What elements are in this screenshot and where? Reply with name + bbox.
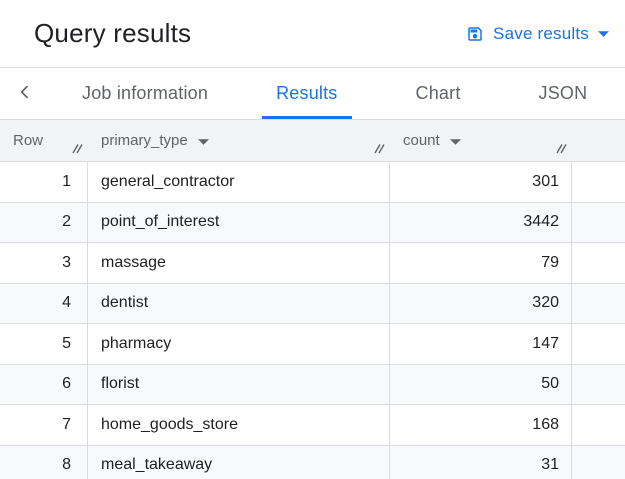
column-label: Row: [13, 132, 44, 149]
row-number-cell: 2: [0, 202, 88, 242]
chevron-left-icon: [15, 82, 35, 105]
column-label: primary_type: [101, 132, 188, 149]
count-cell: 168: [390, 405, 572, 445]
panel-header: Query results Save results: [0, 0, 625, 68]
count-cell: 147: [390, 324, 572, 364]
tab-label: Chart: [415, 83, 461, 103]
count-cell: 50: [390, 364, 572, 404]
primary-type-cell: dentist: [88, 283, 390, 323]
save-results-button[interactable]: Save results: [464, 20, 611, 48]
count-cell: 301: [390, 162, 572, 202]
tab-bar: Job information Results Chart JSON: [0, 68, 625, 120]
count-cell: 320: [390, 283, 572, 323]
row-number-cell: 3: [0, 243, 88, 283]
filler-cell: [572, 405, 625, 445]
column-resize-handle-icon[interactable]: [373, 141, 386, 158]
table-row: 3 massage 79: [0, 243, 625, 284]
column-header-count: count: [390, 120, 572, 161]
primary-type-cell: general_contractor: [88, 162, 390, 202]
tabs-back-button[interactable]: [8, 68, 42, 119]
column-header-filler: [572, 120, 625, 161]
column-header-row: Row: [0, 120, 88, 161]
tab-results[interactable]: Results: [262, 68, 352, 119]
primary-type-cell: florist: [88, 364, 390, 404]
row-number-cell: 4: [0, 283, 88, 323]
page-title: Query results: [34, 18, 192, 48]
row-number-cell: 7: [0, 405, 88, 445]
save-results-label: Save results: [493, 23, 589, 43]
table-row: 6 florist 50: [0, 364, 625, 405]
tab-label: JSON: [538, 83, 588, 103]
table-body: 1 general_contractor 301 2 point_of_interest…: [0, 162, 625, 479]
primary-type-cell: massage: [88, 243, 390, 283]
count-cell: 3442: [390, 202, 572, 242]
tab-job-information[interactable]: Job information: [68, 68, 222, 119]
table-row: 8 meal_takeaway 31: [0, 445, 625, 479]
filler-cell: [572, 365, 625, 405]
sort-dropdown-icon[interactable]: [197, 132, 209, 149]
row-number-cell: 5: [0, 324, 88, 364]
count-cell: 79: [390, 243, 572, 283]
save-icon: [466, 25, 484, 43]
table-row: 2 point_of_interest 3442: [0, 202, 625, 243]
column-resize-handle-icon[interactable]: [71, 141, 84, 158]
tab-chart[interactable]: Chart: [402, 68, 475, 119]
filler-cell: [572, 243, 625, 283]
tab-label: Job information: [82, 83, 209, 103]
primary-type-cell: point_of_interest: [88, 202, 390, 242]
table-header: Row primary_type count: [0, 120, 625, 162]
primary-type-cell: pharmacy: [88, 324, 390, 364]
table-row: 7 home_goods_store 168: [0, 405, 625, 446]
filler-cell: [572, 284, 625, 324]
column-resize-handle-icon[interactable]: [555, 141, 568, 158]
primary-type-cell: meal_takeaway: [88, 445, 390, 479]
column-label: count: [403, 132, 440, 149]
filler-cell: [572, 446, 625, 479]
filler-cell: [572, 162, 625, 202]
sort-dropdown-icon[interactable]: [449, 132, 461, 149]
row-number-cell: 1: [0, 162, 88, 202]
column-header-primary-type: primary_type: [88, 120, 390, 161]
chevron-down-icon: [598, 30, 609, 37]
primary-type-cell: home_goods_store: [88, 405, 390, 445]
row-number-cell: 8: [0, 445, 88, 479]
filler-cell: [572, 203, 625, 243]
table-row: 1 general_contractor 301: [0, 162, 625, 203]
count-cell: 31: [390, 445, 572, 479]
filler-cell: [572, 324, 625, 364]
table-row: 5 pharmacy 147: [0, 324, 625, 365]
tab-json[interactable]: JSON: [525, 68, 602, 119]
tab-label: Results: [276, 83, 338, 103]
row-number-cell: 6: [0, 364, 88, 404]
table-row: 4 dentist 320: [0, 283, 625, 324]
